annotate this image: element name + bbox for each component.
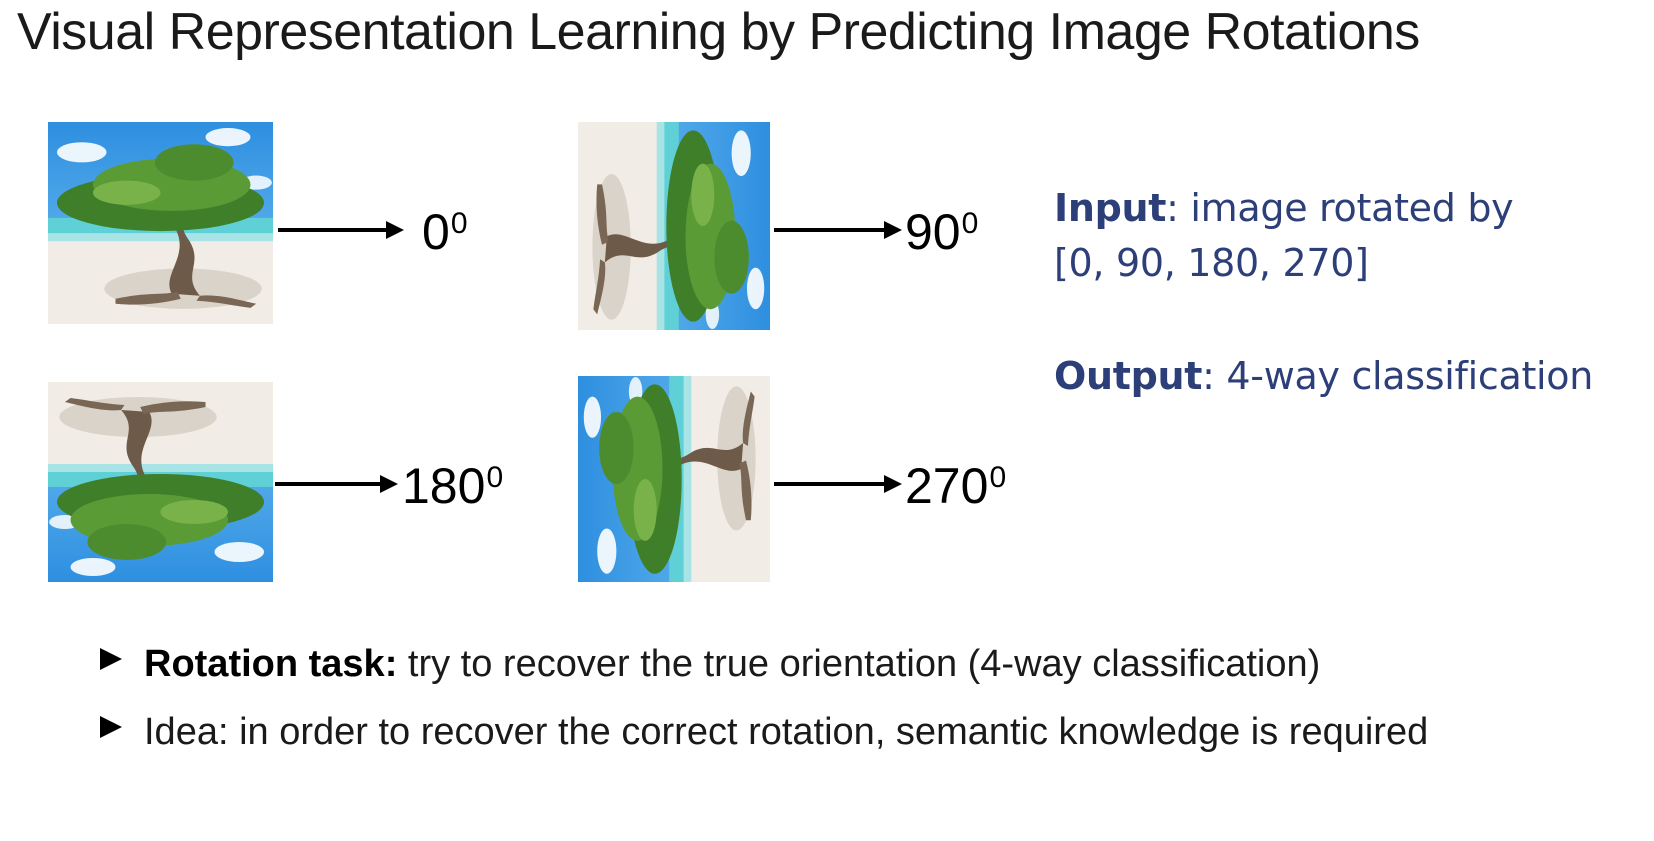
bullet-text: Idea: in order to recover the correct ro… bbox=[144, 711, 1429, 753]
rotation-label-180: 1800 bbox=[402, 458, 504, 514]
tree-image-180 bbox=[48, 382, 273, 582]
bullet-bold-text: Rotation task: bbox=[144, 643, 398, 685]
arrow-0 bbox=[278, 221, 404, 239]
output-label: Output bbox=[1054, 354, 1203, 398]
tree-image-0 bbox=[48, 122, 273, 324]
rotation-label-270: 2700 bbox=[905, 458, 1007, 514]
bullet-text: try to recover the true orientation (4-w… bbox=[397, 643, 1321, 685]
rotation-label-0: 00 bbox=[422, 204, 468, 260]
arrow-180 bbox=[275, 475, 398, 493]
bullet-idea: Idea: in order to recover the correct ro… bbox=[100, 711, 1428, 754]
arrow-90 bbox=[774, 221, 902, 239]
input-text: : image rotated by bbox=[1166, 186, 1514, 230]
bullet-triangle-icon bbox=[100, 716, 122, 738]
output-text: : 4-way classification bbox=[1202, 354, 1594, 398]
slide-title: Visual Representation Learning by Predic… bbox=[17, 3, 1420, 61]
bullet-triangle-icon bbox=[100, 648, 122, 670]
rotation-label-90: 900 bbox=[905, 204, 979, 260]
input-description: Input: image rotated by bbox=[1054, 186, 1514, 230]
arrow-270 bbox=[774, 475, 902, 493]
bullet-rotation-task: Rotation task: try to recover the true o… bbox=[100, 643, 1320, 686]
output-description: Output: 4-way classification bbox=[1054, 354, 1593, 398]
tree-image-90 bbox=[578, 122, 770, 330]
tree-image-270 bbox=[578, 376, 770, 582]
input-values: [0, 90, 180, 270] bbox=[1054, 241, 1369, 285]
input-label: Input bbox=[1054, 186, 1167, 230]
